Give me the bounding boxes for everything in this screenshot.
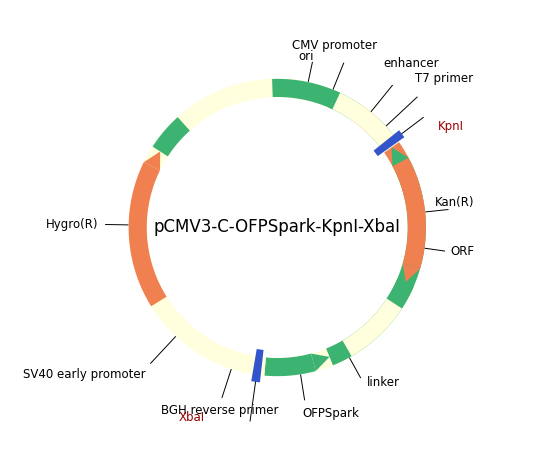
Polygon shape <box>252 356 266 375</box>
Polygon shape <box>264 354 316 376</box>
Text: ORF: ORF <box>450 245 474 258</box>
Polygon shape <box>129 162 167 306</box>
Text: T7 primer: T7 primer <box>415 72 473 85</box>
Polygon shape <box>328 91 363 121</box>
Polygon shape <box>251 349 264 383</box>
Text: ori: ori <box>298 51 314 63</box>
Polygon shape <box>153 117 190 157</box>
Text: pCMV3-C-OFPSpark-KpnI-XbaI: pCMV3-C-OFPSpark-KpnI-XbaI <box>154 218 401 237</box>
Text: BGH reverse primer: BGH reverse primer <box>161 404 279 417</box>
Polygon shape <box>333 93 399 152</box>
Polygon shape <box>178 79 273 131</box>
Polygon shape <box>352 106 378 132</box>
Text: KpnI: KpnI <box>438 121 464 133</box>
Polygon shape <box>403 263 420 282</box>
Polygon shape <box>151 297 254 374</box>
Polygon shape <box>144 152 160 170</box>
Polygon shape <box>311 354 329 371</box>
Polygon shape <box>352 158 426 349</box>
Text: SV40 early promoter: SV40 early promoter <box>23 369 146 381</box>
Polygon shape <box>392 147 409 166</box>
Text: Kan(R): Kan(R) <box>435 196 475 209</box>
Polygon shape <box>386 278 414 308</box>
Text: XbaI: XbaI <box>178 411 205 424</box>
Polygon shape <box>342 298 402 356</box>
Polygon shape <box>272 79 340 109</box>
Polygon shape <box>384 142 426 268</box>
Text: CMV promoter: CMV promoter <box>292 39 377 52</box>
Text: OFPSpark: OFPSpark <box>302 407 360 420</box>
Polygon shape <box>129 79 426 376</box>
Polygon shape <box>277 79 335 107</box>
Polygon shape <box>380 136 399 152</box>
Text: enhancer: enhancer <box>383 57 439 70</box>
Polygon shape <box>326 334 363 365</box>
Text: Hygro(R): Hygro(R) <box>46 218 99 231</box>
Polygon shape <box>367 119 395 147</box>
Polygon shape <box>374 130 404 156</box>
Text: linker: linker <box>367 376 399 389</box>
